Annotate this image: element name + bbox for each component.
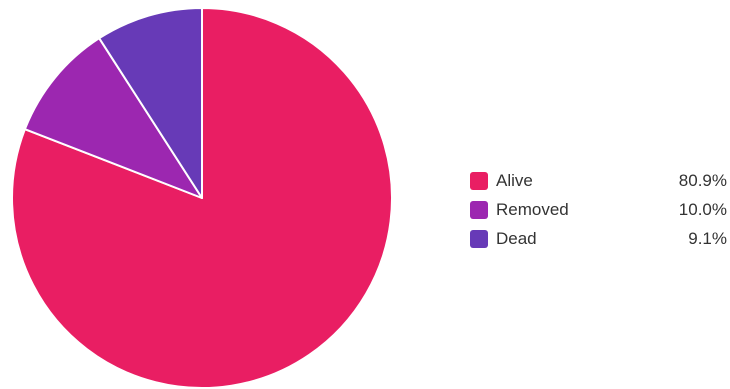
legend-swatch-alive [470,171,488,190]
legend-item-alive[interactable]: Alive 80.9% [470,166,729,195]
legend-value-dead: 9.1% [688,228,727,248]
pie-slice-alive[interactable] [11,7,393,389]
legend-label-alive: Alive [496,170,533,190]
pie-plot-area [11,7,393,389]
legend-value-alive: 80.9% [678,170,727,190]
pie-slice-removed[interactable] [23,37,203,199]
legend-swatch-removed [470,200,488,219]
legend-swatch-dead [470,229,488,248]
legend-value-removed: 10.0% [678,199,727,219]
legend-item-removed[interactable]: Removed 10.0% [470,195,729,224]
legend-item-dead[interactable]: Dead 9.1% [470,224,729,253]
legend: Alive 80.9% Removed 10.0% Dead 9.1% [470,166,729,253]
legend-label-dead: Dead [496,228,537,248]
legend-label-removed: Removed [496,199,569,219]
pie-slice-dead[interactable] [98,7,203,199]
